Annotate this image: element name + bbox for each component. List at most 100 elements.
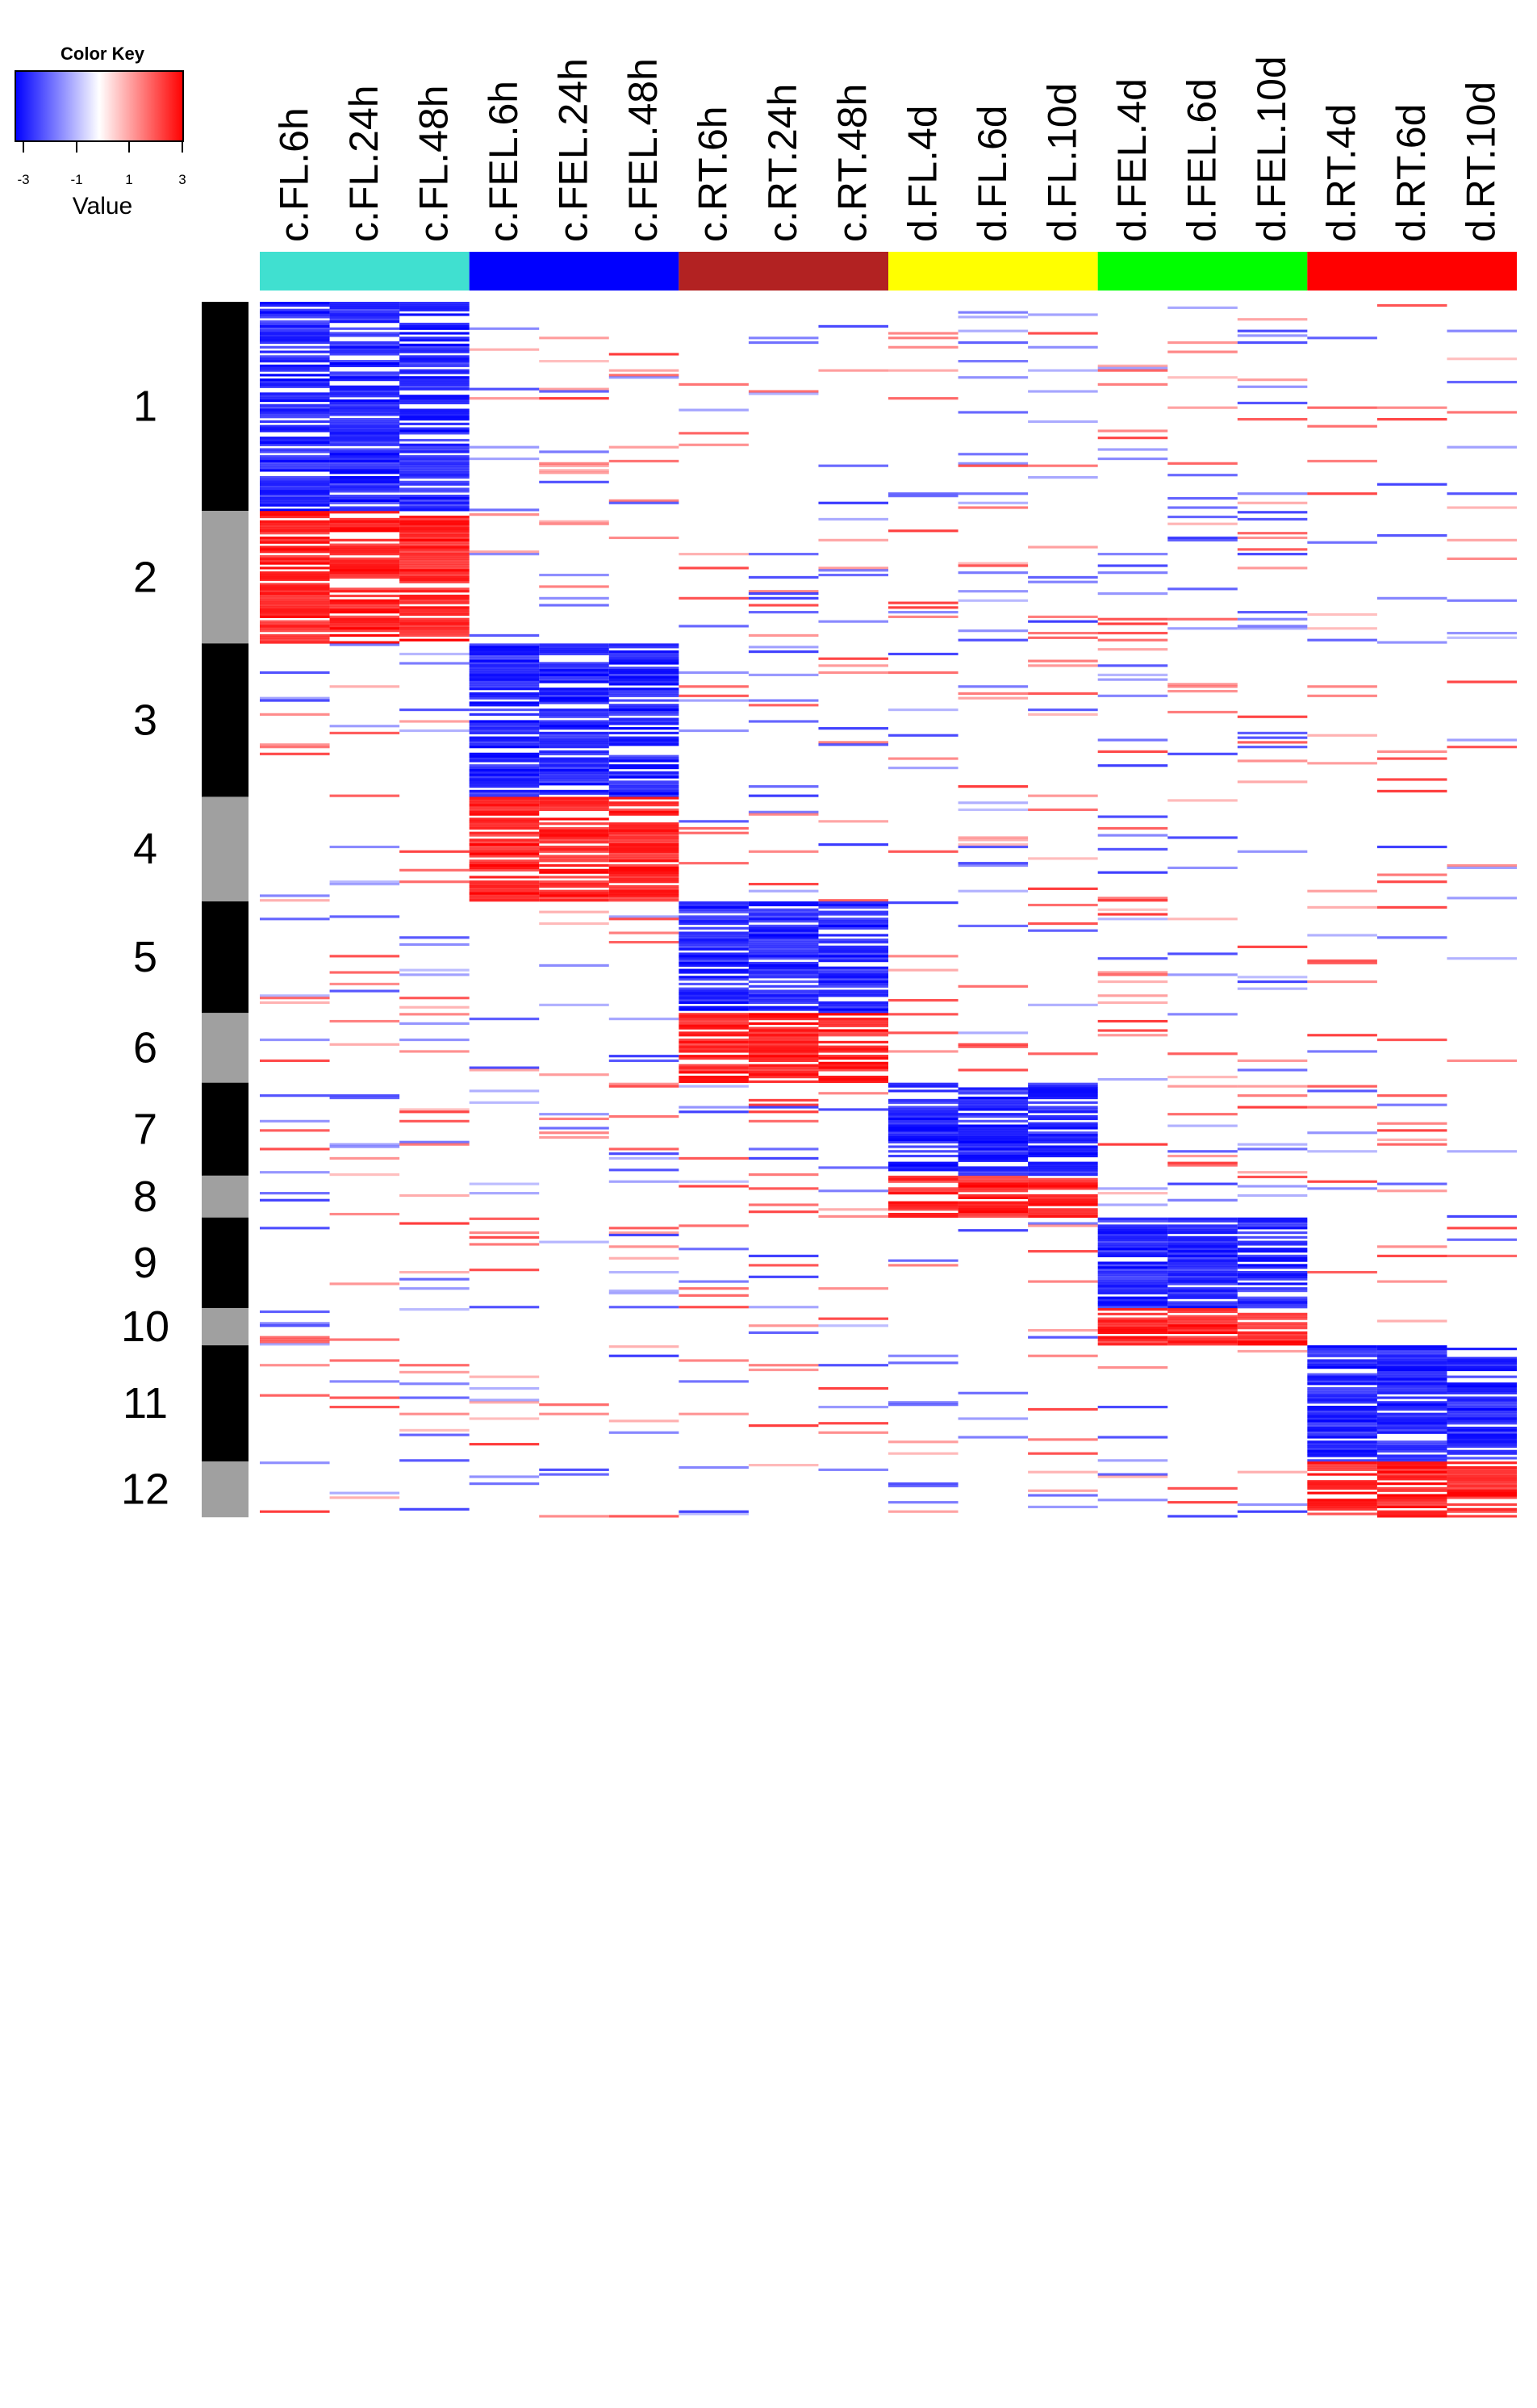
heatmap-cell (818, 899, 888, 902)
heatmap-cell (329, 450, 400, 454)
heatmap-cell (539, 855, 609, 858)
heatmap-cell (469, 773, 540, 776)
heatmap-cell (958, 1212, 1029, 1216)
heatmap-cell (469, 1235, 540, 1239)
heatmap-cell (469, 792, 540, 795)
heatmap-cell (329, 422, 400, 425)
heatmap-cell (608, 657, 679, 660)
heatmap-cell (329, 548, 400, 551)
heatmap-cell (1028, 1092, 1098, 1095)
heatmap-cell (608, 675, 679, 679)
heatmap-cell (329, 527, 400, 530)
heatmap-cell (399, 445, 470, 449)
heatmap-cell (399, 362, 470, 366)
heatmap-cell (1028, 1108, 1098, 1111)
heatmap-cell (399, 1433, 470, 1436)
heatmap-cell (399, 455, 470, 458)
heatmap-cell (1447, 1426, 1517, 1430)
heatmap-cell (958, 685, 1029, 688)
heatmap-cell (539, 892, 609, 895)
heatmap-cell (329, 845, 400, 849)
heatmap-cell (1447, 1436, 1517, 1439)
heatmap-cell (608, 863, 679, 867)
heatmap-cell (958, 1166, 1029, 1169)
heatmap-cell (748, 1275, 819, 1278)
heatmap-cell (329, 794, 400, 797)
heatmap-cell (539, 884, 609, 888)
heatmap-cell (608, 764, 679, 767)
heatmap-cell (399, 308, 470, 311)
heatmap-cell (260, 501, 330, 504)
heatmap-cell (1097, 1328, 1168, 1332)
heatmap-cell (469, 397, 540, 400)
heatmap-cell (1167, 1150, 1238, 1153)
heatmap-cell (1237, 1148, 1308, 1151)
heatmap-cell (888, 345, 959, 349)
heatmap-cell (679, 1022, 749, 1025)
heatmap-cell (539, 673, 609, 676)
heatmap-cell (1097, 437, 1168, 440)
heatmap-cell (958, 1045, 1029, 1048)
heatmap-cell (399, 546, 470, 549)
heatmap-cell (888, 1482, 959, 1486)
heatmap-cell (399, 476, 470, 479)
heatmap-cell (260, 1148, 330, 1151)
heatmap-cell (469, 850, 540, 853)
heatmap-cell (539, 585, 609, 588)
heatmap-cell (748, 943, 819, 947)
heatmap-cell (329, 955, 400, 958)
heatmap-cell (608, 459, 679, 463)
heatmap-cell (469, 834, 540, 837)
heatmap-cell (329, 599, 400, 602)
heatmap-cell (1237, 1322, 1308, 1325)
heatmap-cell (1237, 1106, 1308, 1109)
heatmap-cell (399, 1382, 470, 1386)
heatmap-cell (818, 1077, 888, 1081)
heatmap-cell (539, 1131, 609, 1135)
heatmap-cell (1307, 627, 1377, 630)
heatmap-cell (539, 680, 609, 684)
column-label: c.FL.6h (271, 107, 316, 242)
heatmap-cell (329, 543, 400, 546)
heatmap-cell (958, 1119, 1029, 1122)
heatmap-cell (399, 499, 470, 502)
heatmap-cell (399, 554, 470, 558)
heatmap-cell (1237, 1264, 1308, 1267)
heatmap-cell (679, 1071, 749, 1074)
heatmap-cell (539, 836, 609, 839)
heatmap-cell (260, 713, 330, 716)
heatmap-cell (329, 374, 400, 377)
heatmap-cell (1028, 1131, 1098, 1135)
heatmap-cell (608, 857, 679, 860)
heatmap-cell (539, 868, 609, 872)
heatmap-cell (329, 529, 400, 533)
cluster-bar-segment (202, 302, 249, 512)
heatmap-cell (1307, 1507, 1377, 1511)
heatmap-cell (1167, 1515, 1238, 1518)
heatmap-cell (539, 731, 609, 734)
heatmap-cell (1167, 1224, 1238, 1227)
heatmap-cell (608, 873, 679, 876)
heatmap-cell (818, 910, 888, 913)
heatmap-cell (329, 471, 400, 474)
heatmap-cell (608, 662, 679, 665)
heatmap-cell (679, 971, 749, 974)
heatmap-cell (679, 685, 749, 688)
heatmap-cell (1028, 1182, 1098, 1185)
heatmap-cell (469, 659, 540, 663)
heatmap-cell (818, 1386, 888, 1390)
heatmap-cell (1167, 1486, 1238, 1490)
heatmap-cell (748, 650, 819, 654)
heatmap-cell (399, 418, 470, 421)
heatmap-cell (329, 1380, 400, 1383)
heatmap-cell (1028, 903, 1098, 907)
cluster-bar-segment (202, 1345, 249, 1462)
heatmap-cell (469, 633, 540, 638)
heatmap-cell (1307, 1484, 1377, 1488)
heatmap-cell (1447, 1494, 1517, 1497)
heatmap-cell (608, 796, 679, 800)
heatmap-cell (399, 596, 470, 600)
heatmap-cell (888, 1175, 959, 1179)
heatmap-cell (679, 922, 749, 926)
heatmap-cell (399, 936, 470, 939)
